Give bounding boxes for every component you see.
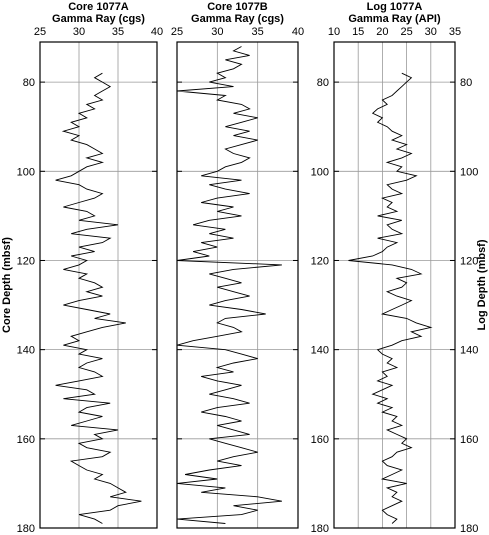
panel-title: Log 1077A xyxy=(367,1,423,13)
y-tick-label: 160 xyxy=(460,434,478,446)
y-tick-label: 180 xyxy=(17,523,35,535)
panel-title: Core 1077A xyxy=(68,1,129,13)
y-tick-label: 100 xyxy=(17,166,35,178)
x-tick-label: 35 xyxy=(252,26,264,38)
y-tick-label: 160 xyxy=(17,434,35,446)
plot-frame xyxy=(176,41,299,529)
y-tick-label: 180 xyxy=(311,523,329,535)
x-tick-label: 30 xyxy=(73,26,85,38)
y-tick-label: 100 xyxy=(311,166,329,178)
y-tick-label: 80 xyxy=(23,77,35,89)
x-axis-label: Gamma Ray (cgs) xyxy=(191,13,284,25)
y-axis-label: Log Depth (mbsf) xyxy=(476,239,488,330)
x-tick-label: 40 xyxy=(292,26,304,38)
x-tick-label: 10 xyxy=(328,26,340,38)
x-tick-label: 30 xyxy=(425,26,437,38)
y-tick-label: 100 xyxy=(460,166,478,178)
x-tick-label: 40 xyxy=(151,26,163,38)
x-tick-label: 25 xyxy=(400,26,412,38)
y-tick-label: 180 xyxy=(460,523,478,535)
y-tick-label: 80 xyxy=(460,77,472,89)
y-axis-label: Core Depth (mbsf) xyxy=(1,237,13,333)
y-tick-label: 140 xyxy=(311,345,329,357)
x-tick-label: 20 xyxy=(376,26,388,38)
x-tick-label: 30 xyxy=(211,26,223,38)
panel-title: Core 1077B xyxy=(207,1,268,13)
x-tick-label: 35 xyxy=(112,26,124,38)
plot-frame xyxy=(39,41,158,529)
y-tick-label: 140 xyxy=(460,345,478,357)
y-tick-label: 140 xyxy=(17,345,35,357)
gamma-trace xyxy=(55,72,142,524)
y-tick-label: 80 xyxy=(317,77,329,89)
x-tick-label: 35 xyxy=(449,26,461,38)
y-tick-label: 120 xyxy=(311,255,329,267)
x-tick-label: 25 xyxy=(171,26,183,38)
gamma-trace xyxy=(348,72,433,524)
y-tick-label: 120 xyxy=(460,255,478,267)
x-axis-label: Gamma Ray (cgs) xyxy=(52,13,145,25)
x-tick-label: 25 xyxy=(34,26,46,38)
x-tick-label: 15 xyxy=(352,26,364,38)
x-axis-label: Gamma Ray (API) xyxy=(348,13,441,25)
y-tick-label: 120 xyxy=(17,255,35,267)
plot-frame xyxy=(333,41,456,529)
y-tick-label: 160 xyxy=(311,434,329,446)
gamma-trace xyxy=(176,46,282,524)
